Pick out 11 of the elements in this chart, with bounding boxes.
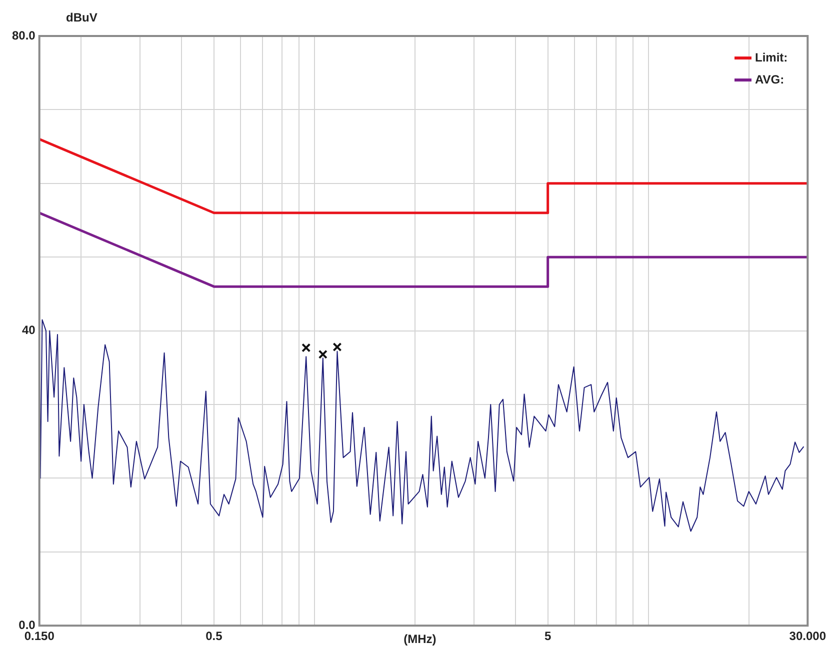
x-tick-label: 0.150 xyxy=(24,629,55,644)
x-tick-label: 0.5 xyxy=(206,629,223,644)
y-tick-label: 0.0 xyxy=(18,618,36,632)
legend-label: AVG: xyxy=(754,72,784,86)
x-axis-title: (MHz) xyxy=(404,632,436,646)
y-axis-title: dBuV xyxy=(66,10,98,24)
y-tick-label: 80.0 xyxy=(12,28,36,42)
x-tick-label: 5 xyxy=(544,629,552,644)
legend-label: Limit: xyxy=(754,50,788,64)
y-tick-label: 40 xyxy=(22,323,36,338)
x-tick-label: 30.000 xyxy=(789,629,826,644)
